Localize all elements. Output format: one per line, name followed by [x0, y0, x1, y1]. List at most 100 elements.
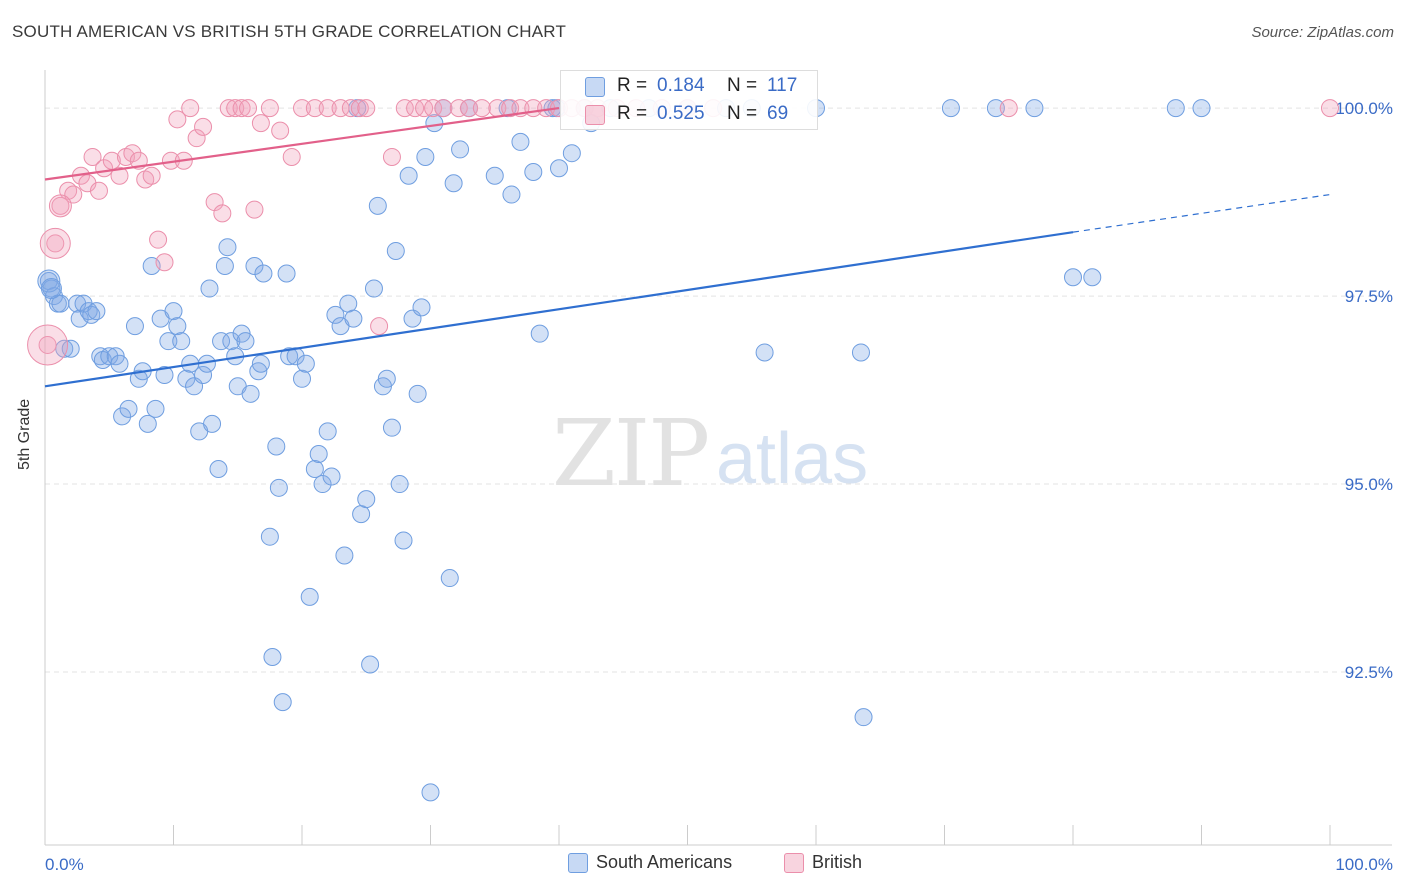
legend-n-label: N =	[727, 103, 758, 124]
british-point	[239, 99, 258, 118]
south-american-point	[42, 279, 61, 298]
south-american-point	[382, 418, 401, 437]
british-point	[89, 181, 108, 200]
british-point	[168, 110, 187, 129]
south-american-point	[164, 302, 183, 321]
blue-swatch-icon	[568, 852, 588, 873]
bottom-legend-south-americans: South Americans	[568, 852, 732, 873]
south-american-point	[368, 196, 387, 215]
south-american-point	[854, 708, 873, 727]
south-american-point	[451, 140, 470, 159]
british-point	[460, 99, 479, 118]
british-point	[999, 99, 1018, 118]
british-point	[293, 99, 311, 118]
south-american-point	[1025, 99, 1044, 118]
south-american-point-large	[37, 269, 61, 293]
south-american-point	[194, 366, 213, 385]
legend-r-label: R =	[617, 75, 648, 96]
y-tick-label: 92.5%	[1345, 663, 1393, 682]
south-american-point	[177, 369, 196, 388]
south-american-point	[1166, 99, 1185, 118]
pink-swatch-icon	[784, 852, 804, 873]
south-american-point	[203, 414, 222, 433]
watermark-atlas: atlas	[716, 419, 869, 499]
legend-n-label: N =	[727, 75, 758, 96]
legend-n-value: 69	[767, 103, 789, 124]
british-point	[155, 253, 174, 272]
south-american-point	[412, 298, 431, 317]
south-american-point	[305, 460, 324, 479]
south-american-point	[200, 279, 219, 298]
south-american-point	[212, 332, 231, 351]
british-point	[350, 99, 369, 118]
south-american-point	[215, 256, 234, 275]
british-point	[331, 99, 350, 118]
british-point	[187, 129, 206, 148]
x-tick-label: 0.0%	[45, 855, 84, 874]
british-point	[472, 99, 491, 118]
south-american-point	[236, 332, 255, 351]
south-american-point	[313, 475, 332, 494]
south-american-point	[394, 531, 413, 550]
south-american-point	[425, 114, 444, 133]
british-point	[83, 147, 102, 166]
british-point	[123, 144, 142, 163]
south-american-point	[87, 302, 106, 321]
british-point	[251, 114, 270, 133]
british-point	[142, 166, 161, 185]
bottom-legend-british: British	[784, 852, 862, 873]
south-american-point	[399, 166, 418, 185]
south-american-trendline	[44, 231, 1074, 388]
south-american-point	[260, 527, 279, 546]
south-american-point	[377, 369, 396, 388]
south-american-point	[113, 407, 132, 426]
british-point-large	[27, 324, 69, 366]
south-american-point	[100, 347, 119, 366]
british-point-large	[39, 227, 71, 259]
south-american-point	[267, 437, 286, 456]
pink-swatch-icon	[585, 105, 605, 125]
south-american-point	[986, 99, 1005, 118]
correlation-legend: R = 0.184 N = 117 R = 0.525 N = 69	[560, 70, 818, 130]
south-american-point	[155, 366, 174, 385]
british-point	[181, 99, 200, 118]
british-trendline	[44, 106, 560, 181]
south-american-point	[168, 317, 187, 336]
south-american-point	[119, 399, 138, 418]
south-american-point	[941, 99, 960, 118]
south-american-point	[138, 414, 157, 433]
south-american-point	[70, 309, 89, 328]
british-point	[318, 99, 337, 118]
y-tick-label: 100.0%	[1335, 99, 1393, 118]
south-american-point	[339, 294, 358, 313]
british-point	[245, 200, 264, 219]
y-tick-label: 95.0%	[1345, 475, 1393, 494]
south-american-point	[146, 399, 165, 418]
south-american-point	[309, 444, 328, 463]
south-american-point	[335, 546, 354, 565]
south-american-point	[1064, 268, 1082, 287]
bottom-legend-label: British	[812, 852, 863, 872]
south-american-point	[440, 569, 459, 588]
south-american-point	[159, 332, 178, 351]
south-american-point	[245, 256, 264, 275]
south-american-point	[851, 343, 870, 362]
british-point	[110, 166, 129, 185]
south-american-point	[1192, 99, 1211, 118]
south-american-point	[263, 648, 282, 667]
south-american-point	[562, 144, 581, 163]
south-american-point	[390, 475, 409, 494]
south-american-point	[322, 467, 341, 486]
south-american-point	[61, 339, 80, 358]
chart-title: SOUTH AMERICAN VS BRITISH 5TH GRADE CORR…	[12, 22, 567, 41]
south-american-point	[357, 490, 376, 509]
legend-r-value: 0.525	[657, 103, 705, 124]
south-american-point	[416, 147, 435, 166]
south-american-point	[344, 309, 363, 328]
british-point	[434, 99, 453, 118]
south-american-point	[251, 354, 270, 373]
south-american-point	[241, 384, 260, 403]
x-tick-label: 100.0%	[1335, 855, 1393, 874]
south-american-point	[300, 587, 319, 606]
